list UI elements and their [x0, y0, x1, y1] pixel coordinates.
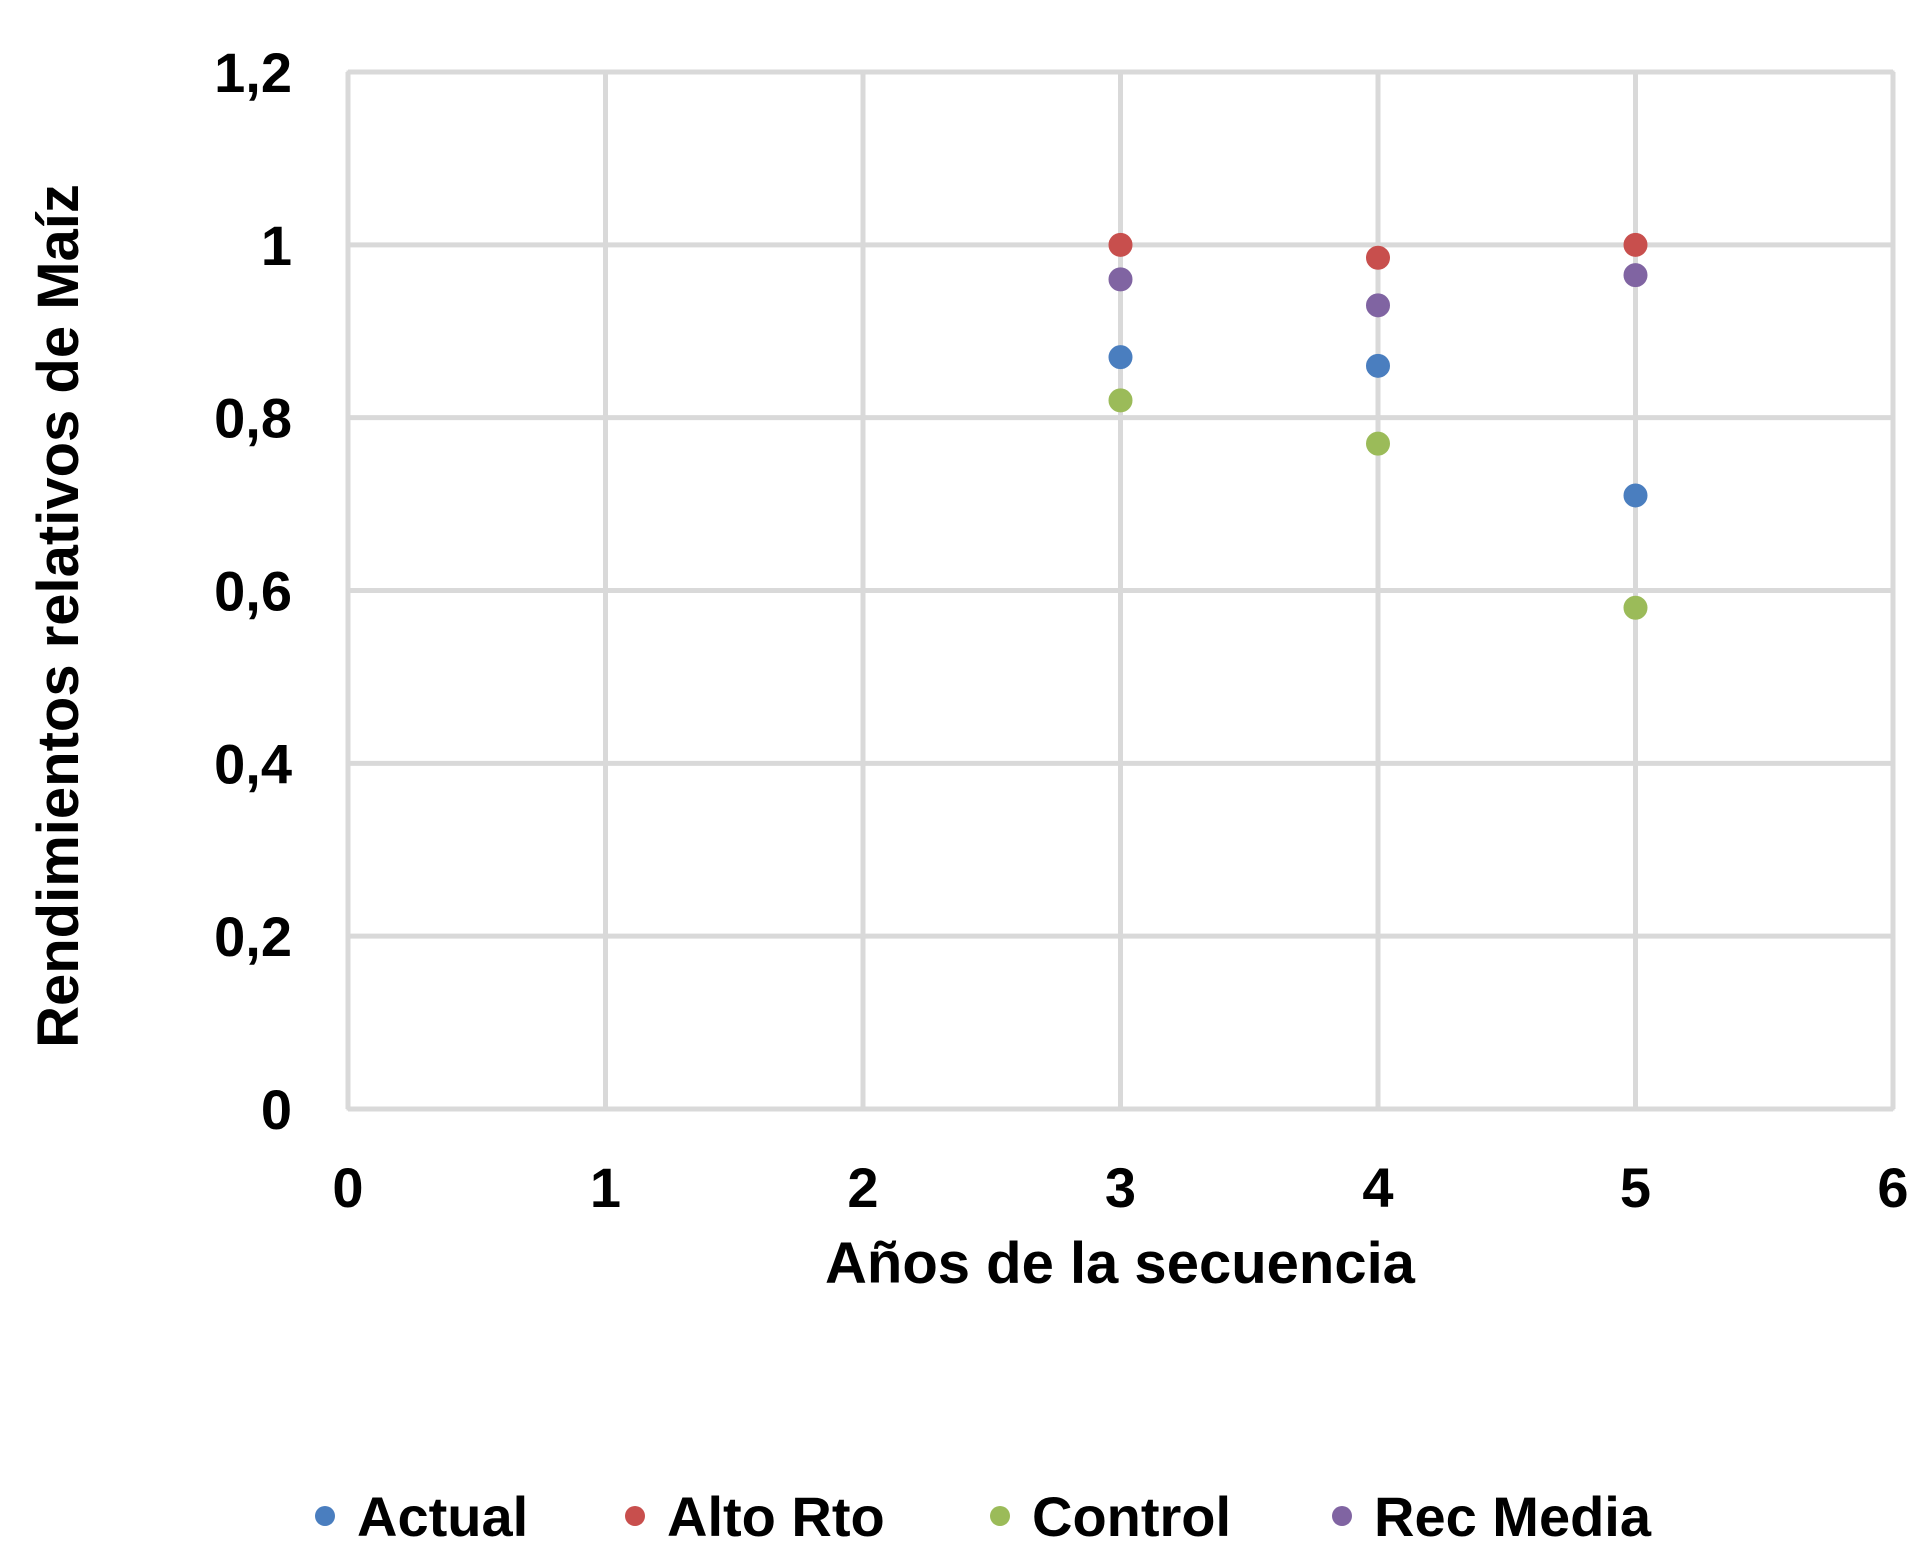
y-tick-label: 0 — [261, 1078, 292, 1141]
point-rec-media — [1108, 267, 1133, 292]
y-tick-label: 0,2 — [214, 905, 292, 968]
legend-item-alto-rto: Alto Rto — [625, 1485, 885, 1543]
y-tick-label: 0,4 — [214, 732, 292, 795]
x-tick-label: 6 — [1877, 1156, 1908, 1219]
x-tick-label: 3 — [1105, 1156, 1136, 1219]
legend-marker-control — [990, 1506, 1010, 1526]
x-tick-label: 0 — [332, 1156, 363, 1219]
y-tick-label: 0,6 — [214, 560, 292, 623]
legend-marker-actual — [315, 1506, 335, 1526]
x-tick-labels: 0 1 2 3 4 5 6 — [332, 1156, 1908, 1219]
x-tick-label: 1 — [590, 1156, 621, 1219]
legend-marker-alto-rto — [625, 1506, 645, 1526]
x-tick-label: 2 — [847, 1156, 878, 1219]
legend-item-rec-media: Rec Media — [1332, 1485, 1652, 1543]
point-actual — [1623, 483, 1648, 508]
y-tick-label: 1,2 — [214, 41, 292, 104]
legend-marker-rec-media — [1332, 1506, 1352, 1526]
point-alto-rto — [1108, 232, 1133, 257]
point-rec-media — [1366, 293, 1390, 318]
y-tick-label: 0,8 — [214, 387, 292, 450]
legend-label-rec-media: Rec Media — [1374, 1485, 1652, 1543]
legend-item-control: Control — [990, 1485, 1231, 1543]
point-actual — [1366, 353, 1390, 378]
legend-label-actual: Actual — [357, 1485, 528, 1543]
data-points — [1108, 232, 1648, 620]
x-axis-title: Años de la secuencia — [825, 1231, 1416, 1296]
point-control — [1366, 431, 1390, 456]
x-tick-label: 4 — [1362, 1156, 1393, 1219]
legend: Actual Alto Rto Control Rec Media — [315, 1485, 1652, 1543]
point-control — [1108, 388, 1133, 413]
point-rec-media — [1623, 263, 1648, 288]
x-tick-label: 5 — [1620, 1156, 1651, 1219]
point-actual — [1108, 345, 1133, 370]
point-control — [1623, 595, 1648, 620]
point-alto-rto — [1366, 245, 1390, 270]
legend-label-alto-rto: Alto Rto — [667, 1485, 885, 1543]
point-alto-rto — [1623, 232, 1648, 257]
legend-item-actual: Actual — [315, 1485, 528, 1543]
y-tick-label: 1 — [261, 214, 292, 277]
y-tick-labels: 0 0,2 0,4 0,6 0,8 1 1,2 — [214, 41, 292, 1141]
y-axis-title: Rendimientos relativos de Maíz — [26, 184, 91, 1048]
legend-label-control: Control — [1032, 1485, 1231, 1543]
